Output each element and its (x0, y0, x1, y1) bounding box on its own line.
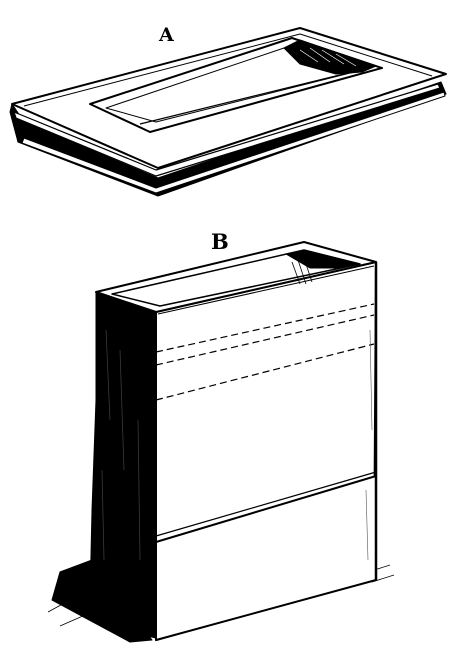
box-right-texture (365, 329, 373, 561)
box-side-face (89, 291, 157, 639)
tray-recess-ledge (139, 71, 353, 125)
tray-moulding-lip (13, 83, 441, 177)
box-front-dashed-bands (155, 303, 375, 401)
box-plinth-top-edge (155, 471, 377, 537)
box-rim-inner-edge (157, 265, 375, 315)
tray-base-strip (21, 91, 446, 194)
figure-b-box (47, 241, 395, 643)
tray-recess-shadow (283, 39, 377, 75)
figure-a-tray (9, 27, 447, 197)
box-interior-shadow (285, 249, 361, 269)
figure-label-b: B (211, 229, 229, 254)
tray-front-face (11, 81, 447, 197)
tray-recess-hatching (299, 47, 357, 67)
tray-top-bevel (23, 33, 433, 107)
box-interior-hatching (291, 257, 313, 285)
box-side-texture (101, 329, 141, 561)
tray-end-face (9, 103, 25, 143)
figure-label-a: A (159, 24, 174, 46)
